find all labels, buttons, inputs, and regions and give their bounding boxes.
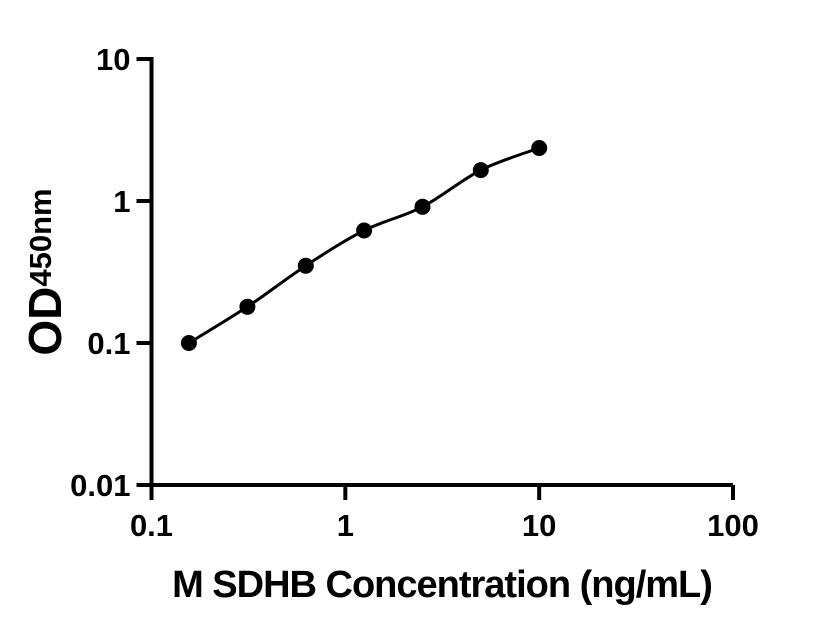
- data-point: [472, 162, 489, 179]
- axis-spine: [149, 57, 733, 487]
- x-tick-label: 0.1: [130, 508, 173, 543]
- data-point: [356, 222, 373, 239]
- y-tick-label: 1: [113, 184, 130, 219]
- x-tick-label: 100: [707, 508, 759, 543]
- data-point: [239, 298, 256, 315]
- data-point: [414, 198, 431, 215]
- y-axis-title-sub: 450nm: [23, 188, 58, 287]
- data-point: [297, 257, 314, 274]
- y-tick-label: 0.01: [70, 468, 130, 503]
- curve-line: [188, 146, 540, 345]
- y-tick-label: 0.1: [87, 326, 130, 361]
- x-tick-label: 10: [522, 508, 556, 543]
- x-axis-title: M SDHB Concentration (ng/mL): [172, 564, 713, 606]
- y-axis-title: OD450nm: [19, 188, 71, 356]
- data-point: [180, 335, 197, 351]
- y-tick-label: 10: [96, 42, 130, 77]
- data-point: [531, 140, 548, 156]
- x-tick-label: 1: [337, 508, 354, 543]
- y-axis-title-main: OD: [19, 286, 71, 356]
